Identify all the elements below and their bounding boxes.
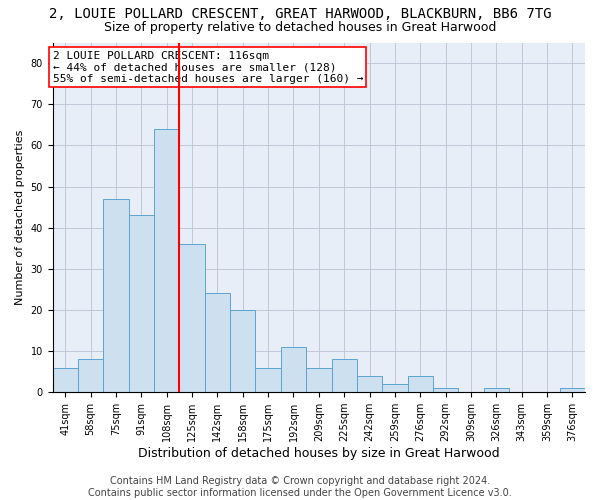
Text: 2 LOUIE POLLARD CRESCENT: 116sqm
← 44% of detached houses are smaller (128)
55% : 2 LOUIE POLLARD CRESCENT: 116sqm ← 44% o…: [53, 50, 363, 84]
Bar: [154, 129, 179, 392]
Bar: [560, 388, 585, 392]
Bar: [103, 199, 129, 392]
Bar: [433, 388, 458, 392]
Text: Contains HM Land Registry data © Crown copyright and database right 2024.
Contai: Contains HM Land Registry data © Crown c…: [88, 476, 512, 498]
Bar: [53, 368, 78, 392]
Bar: [256, 368, 281, 392]
Bar: [357, 376, 382, 392]
Bar: [407, 376, 433, 392]
Text: Size of property relative to detached houses in Great Harwood: Size of property relative to detached ho…: [104, 21, 496, 34]
Text: 2, LOUIE POLLARD CRESCENT, GREAT HARWOOD, BLACKBURN, BB6 7TG: 2, LOUIE POLLARD CRESCENT, GREAT HARWOOD…: [49, 8, 551, 22]
Bar: [179, 244, 205, 392]
Bar: [484, 388, 509, 392]
Bar: [382, 384, 407, 392]
X-axis label: Distribution of detached houses by size in Great Harwood: Distribution of detached houses by size …: [138, 447, 500, 460]
Bar: [129, 216, 154, 392]
Bar: [230, 310, 256, 392]
Bar: [205, 294, 230, 392]
Bar: [281, 347, 306, 392]
Bar: [78, 360, 103, 392]
Bar: [332, 360, 357, 392]
Y-axis label: Number of detached properties: Number of detached properties: [15, 130, 25, 305]
Bar: [306, 368, 332, 392]
